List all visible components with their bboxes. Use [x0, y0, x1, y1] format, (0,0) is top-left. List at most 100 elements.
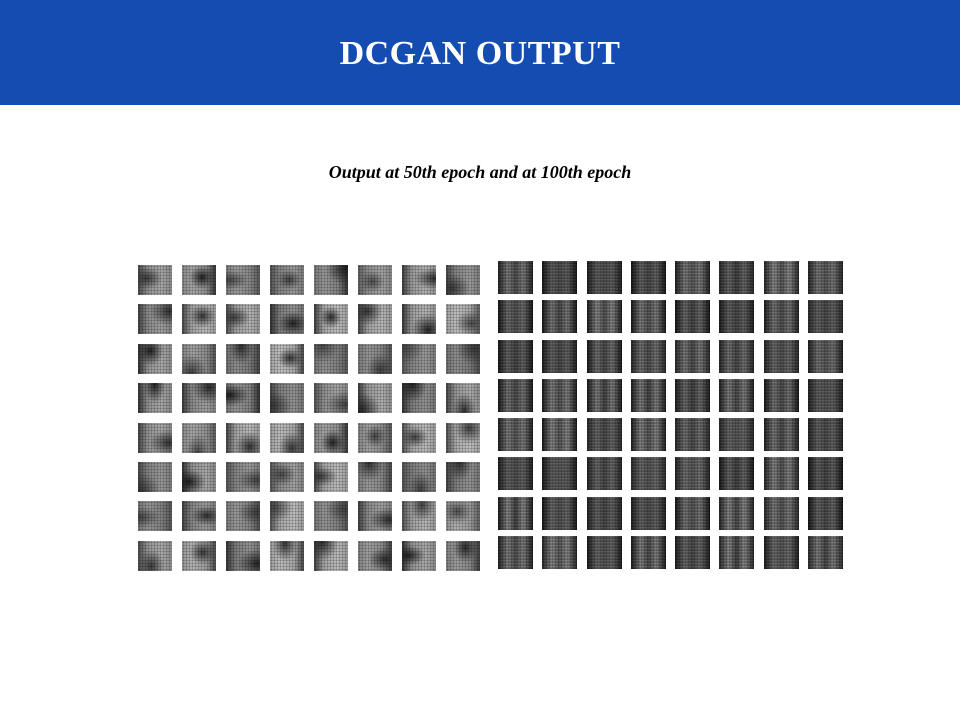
epoch-50-sample-tile	[226, 383, 260, 414]
epoch-50-sample-tile	[358, 383, 392, 414]
epoch-50-sample-tile	[358, 540, 392, 571]
epoch-50-sample-tile	[358, 461, 392, 492]
epoch-50-sample-tile	[314, 265, 348, 295]
epoch-100-sample-tile	[586, 378, 622, 412]
epoch-100-sample-tile	[498, 378, 533, 412]
epoch-50-sample-tile	[182, 461, 216, 492]
epoch-50-sample-tile	[138, 461, 172, 492]
epoch-50-sample-tile	[182, 343, 216, 374]
epoch-50-sample-tile	[226, 540, 260, 571]
epoch-50-sample-tile	[446, 383, 480, 414]
epoch-50-sample-tile	[182, 540, 216, 571]
epoch-100-sample-tile	[542, 339, 578, 373]
epoch-100-sample-tile	[542, 261, 578, 294]
epoch-100-sample-tile	[675, 261, 711, 294]
epoch-100-sample-tile	[808, 536, 844, 570]
epoch-50-sample-tile	[226, 461, 260, 492]
epoch-50-sample-tile	[314, 343, 348, 374]
epoch-50-sample-tile	[358, 304, 392, 335]
epoch-100-sample-tile	[675, 457, 711, 491]
epoch-50-sample-tile	[402, 304, 436, 335]
epoch-100-sample-tile	[630, 496, 666, 530]
epoch-50-sample-tile	[358, 501, 392, 532]
title-bar: DCGAN OUTPUT	[0, 0, 960, 105]
epoch-100-sample-tile	[630, 536, 666, 570]
epoch-100-sample-tile	[586, 261, 622, 294]
epoch-50-sample-tile	[314, 461, 348, 492]
epoch-50-sample-tile	[270, 422, 304, 453]
epoch-100-sample-tile	[808, 418, 844, 452]
epoch-100-sample-tile	[498, 418, 533, 452]
epoch-50-sample-tile	[358, 422, 392, 453]
epoch-50-sample-tile	[314, 501, 348, 532]
epoch-50-sample-tile	[270, 461, 304, 492]
epoch-50-sample-tile	[226, 265, 260, 295]
epoch-50-sample-tile	[270, 265, 304, 295]
epoch-50-sample-tile	[182, 501, 216, 532]
epoch-50-sample-tile	[314, 422, 348, 453]
epoch-50-sample-tile	[446, 461, 480, 492]
epoch-50-sample-tile	[446, 540, 480, 571]
epoch-50-sample-tile	[270, 501, 304, 532]
epoch-100-sample-tile	[719, 378, 755, 412]
epoch-50-sample-tile	[138, 422, 172, 453]
epoch-100-sample-tile	[542, 300, 578, 334]
epoch-100-sample-tile	[719, 536, 755, 570]
epoch-50-sample-tile	[270, 540, 304, 571]
epoch-100-sample-tile	[630, 418, 666, 452]
epoch-50-sample-tile	[314, 383, 348, 414]
epoch-100-sample-tile	[498, 496, 533, 530]
epoch-50-sample-tile	[182, 422, 216, 453]
epoch-100-sample-tile	[675, 300, 711, 334]
epoch-100-sample-tile	[586, 300, 622, 334]
epoch-50-sample-tile	[402, 461, 436, 492]
epoch-100-sample-tile	[675, 536, 711, 570]
epoch-100-sample-tile	[498, 339, 533, 373]
epoch-50-sample-tile	[138, 265, 172, 295]
epoch-100-sample-tile	[542, 496, 578, 530]
epoch-100-sample-tile	[675, 496, 711, 530]
epoch-100-sample-tile	[763, 418, 799, 452]
epoch-100-sample-tile	[808, 261, 844, 294]
epoch-50-sample-tile	[182, 265, 216, 295]
epoch-50-sample-tile	[182, 383, 216, 414]
epoch-100-sample-tile	[763, 261, 799, 294]
epoch-50-sample-tile	[446, 501, 480, 532]
epoch-100-sample-tile	[808, 457, 844, 491]
epoch-50-sample-tile	[402, 501, 436, 532]
epoch-100-sample-tile	[542, 536, 578, 570]
epoch-100-sample-tile	[675, 378, 711, 412]
epoch-100-sample-tile	[719, 339, 755, 373]
epoch-100-sample-tile	[763, 457, 799, 491]
epoch-100-sample-tile	[586, 418, 622, 452]
epoch-100-sample-tile	[808, 496, 844, 530]
epoch-50-sample-tile	[402, 422, 436, 453]
epoch-100-sample-tile	[675, 339, 711, 373]
epoch-100-sample-tile	[498, 261, 533, 294]
epoch-50-sample-tile	[446, 422, 480, 453]
epoch-50-sample-tile	[182, 304, 216, 335]
generated-samples-figure	[138, 261, 844, 571]
epoch-50-sample-tile	[314, 304, 348, 335]
epoch-100-sample-tile	[763, 496, 799, 530]
epoch-50-sample-tile	[138, 343, 172, 374]
slide-subtitle: Output at 50th epoch and at 100th epoch	[328, 162, 632, 182]
epoch-50-sample-tile	[270, 383, 304, 414]
epoch-100-sample-tile	[498, 300, 533, 334]
epoch-50-sample-tile	[226, 501, 260, 532]
epoch-100-sample-tile	[542, 378, 578, 412]
epoch-100-sample-tile	[586, 536, 622, 570]
epoch-50-sample-tile	[226, 343, 260, 374]
epoch-50-sample-tile	[314, 540, 348, 571]
epoch-100-sample-tile	[542, 418, 578, 452]
epoch-100-sample-tile	[719, 496, 755, 530]
epoch-100-sample-tile	[808, 339, 844, 373]
epoch-100-sample-tile	[719, 300, 755, 334]
slide-title: DCGAN OUTPUT	[339, 34, 621, 72]
epoch-50-sample-tile	[402, 343, 436, 374]
epoch-50-sample-tile	[226, 304, 260, 335]
epoch-100-sample-tile	[586, 457, 622, 491]
epoch-100-sample-tile	[586, 339, 622, 373]
epoch-50-sample-tile	[138, 540, 172, 571]
